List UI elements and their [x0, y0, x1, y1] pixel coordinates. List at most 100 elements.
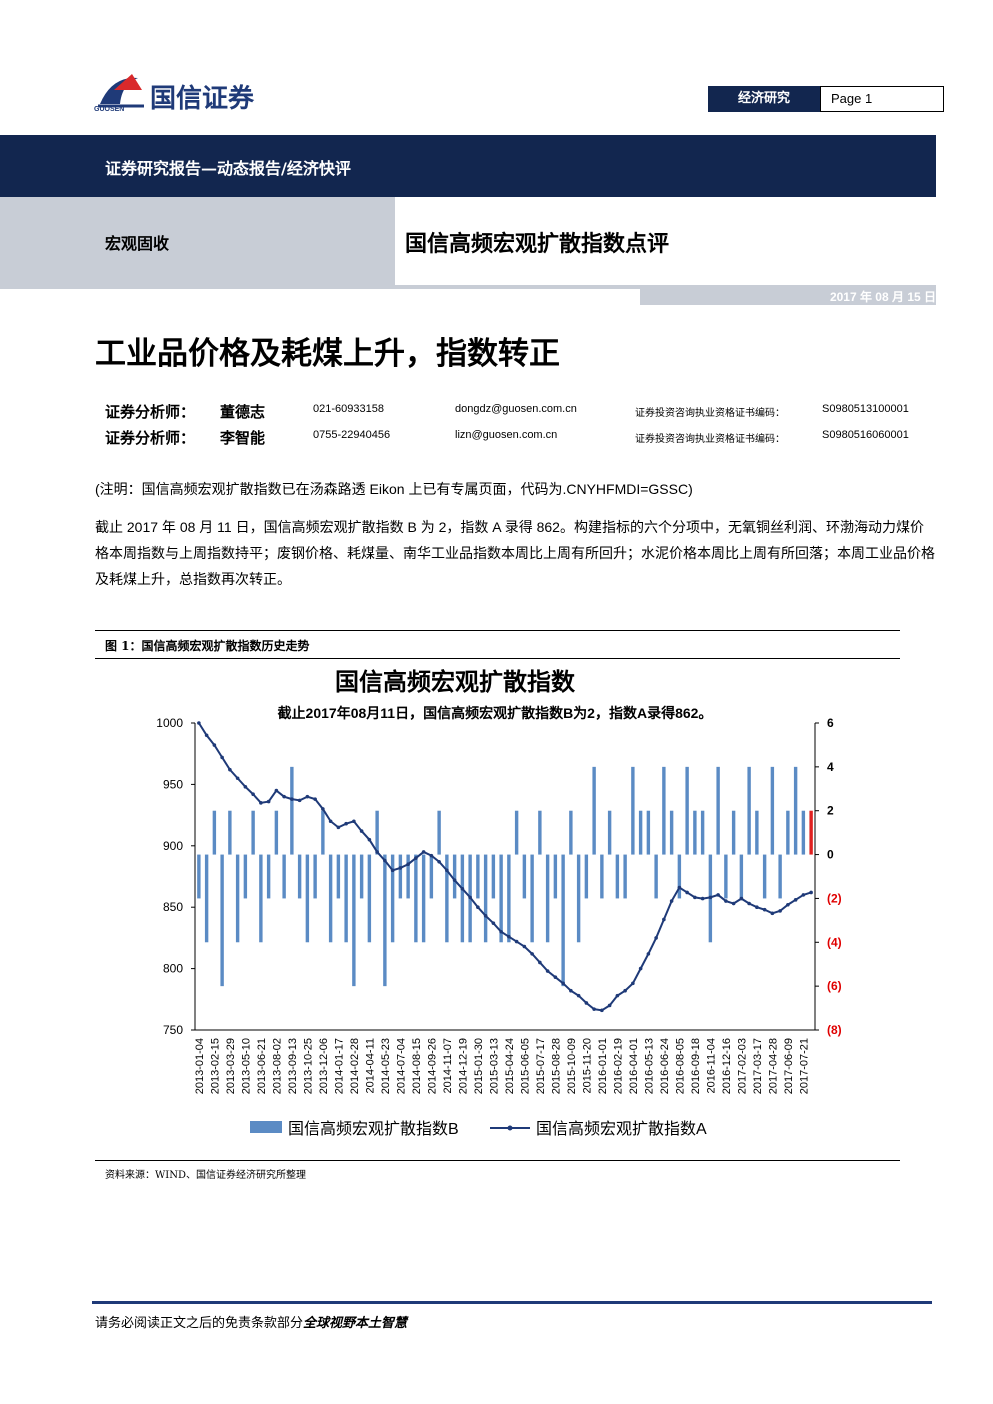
point — [297, 798, 302, 803]
point — [251, 792, 255, 797]
point — [786, 902, 790, 907]
x-tick-label: 2017-04-28 — [767, 1038, 779, 1094]
point — [328, 819, 333, 824]
point — [228, 767, 232, 772]
bar — [561, 854, 565, 987]
y2-tick-label: 4 — [827, 760, 834, 774]
y2-tick-label: (8) — [827, 1023, 842, 1037]
x-tick-label: 2016-02-19 — [612, 1038, 624, 1094]
bar — [328, 854, 333, 943]
bar — [228, 810, 232, 855]
point — [414, 856, 418, 860]
bar — [700, 810, 705, 855]
x-tick-label: 2017-06-09 — [783, 1038, 795, 1094]
x-tick-label: 2015-03-13 — [488, 1038, 500, 1094]
point — [724, 899, 728, 903]
point — [553, 975, 558, 979]
point — [755, 905, 759, 909]
bar — [677, 854, 682, 899]
bar — [197, 854, 201, 899]
point — [739, 896, 744, 901]
point — [631, 981, 635, 986]
bar — [259, 854, 263, 943]
x-tick-label: 2014-05-23 — [380, 1038, 392, 1094]
legend-swatch — [507, 1125, 513, 1131]
bar — [251, 810, 255, 855]
bar — [615, 854, 620, 899]
point — [359, 829, 364, 833]
bar — [460, 854, 465, 943]
bar — [212, 810, 217, 855]
bar — [491, 854, 496, 899]
bar — [398, 854, 403, 899]
x-tick-label: 2013-10-25 — [302, 1038, 314, 1094]
point — [770, 911, 775, 916]
point — [336, 825, 341, 830]
footer-slogan: 全球视野本土智慧 — [303, 1316, 408, 1331]
bar — [809, 810, 813, 855]
point — [638, 966, 643, 971]
point — [522, 944, 527, 949]
y2-tick-label: (2) — [827, 891, 842, 905]
point — [747, 901, 751, 906]
category: 宏观固收 — [105, 234, 170, 253]
point — [476, 905, 480, 909]
x-tick-label: 2014-12-19 — [457, 1038, 469, 1094]
point — [406, 862, 410, 867]
y-tick-label: 800 — [163, 962, 183, 976]
bar — [646, 810, 651, 855]
footer: 请务必阅读正文之后的免责条款部分全球视野本土智慧 — [95, 1312, 407, 1331]
analyst-phone: 021-60933158 — [313, 403, 384, 415]
point — [793, 898, 798, 902]
point — [731, 901, 736, 906]
analyst-email: lizn@guosen.com.cn — [455, 429, 558, 441]
logo-icon — [98, 74, 144, 108]
x-tick-label: 2013-02-15 — [209, 1038, 221, 1094]
chart: 国信高频宏观扩散指数截止2017年08月11日，国信高频宏观扩散指数B为2，指数… — [156, 668, 842, 1138]
point — [460, 886, 465, 891]
point — [545, 969, 550, 973]
point — [700, 896, 705, 901]
rule — [95, 658, 900, 659]
bar — [297, 854, 302, 899]
x-tick-label: 2016-11-04 — [705, 1038, 717, 1093]
bar — [522, 854, 527, 899]
bar — [623, 854, 627, 899]
point — [693, 895, 697, 900]
bar — [514, 810, 519, 855]
bar — [367, 854, 372, 943]
x-tick-label: 2013-08-02 — [271, 1038, 283, 1094]
x-tick-label: 2015-07-17 — [535, 1038, 547, 1094]
y-tick-label: 1000 — [156, 716, 183, 730]
x-tick-label: 2013-06-21 — [256, 1038, 268, 1094]
analyst-role: 证券分析师： — [105, 403, 196, 421]
x-tick-label: 2013-09-13 — [287, 1038, 299, 1094]
x-tick-label: 2015-08-28 — [550, 1038, 562, 1094]
point — [592, 1007, 596, 1011]
x-tick-label: 2013-03-29 — [225, 1038, 237, 1094]
point — [352, 819, 356, 824]
paragraph: 截止 2017 年 08 月 11 日，国信高频宏观扩散指数 B 为 2，指数 … — [95, 519, 935, 587]
bar — [220, 854, 224, 987]
bar — [445, 854, 449, 943]
x-tick-label: 2014-04-11 — [364, 1038, 376, 1093]
point — [677, 885, 682, 890]
x-tick-label: 2017-02-03 — [736, 1038, 748, 1094]
x-tick-label: 2016-05-13 — [643, 1038, 655, 1094]
bar — [731, 810, 736, 855]
footer-text: 请务必阅读正文之后的免责条款部分 — [95, 1316, 304, 1331]
point — [445, 868, 449, 873]
point — [499, 929, 503, 934]
bar — [383, 854, 387, 987]
bar — [685, 766, 689, 855]
figure-caption: 图 1：国信高频宏观扩散指数历史走势 — [105, 639, 310, 653]
legend-label: 国信高频宏观扩散指数A — [536, 1120, 707, 1138]
point — [685, 890, 689, 895]
bar — [483, 854, 488, 943]
bar — [538, 810, 542, 855]
bar — [437, 810, 441, 855]
x-tick-label: 2017-03-17 — [752, 1038, 764, 1094]
point — [383, 858, 387, 863]
x-tick-label: 2014-01-17 — [333, 1038, 345, 1094]
bar — [592, 766, 596, 855]
